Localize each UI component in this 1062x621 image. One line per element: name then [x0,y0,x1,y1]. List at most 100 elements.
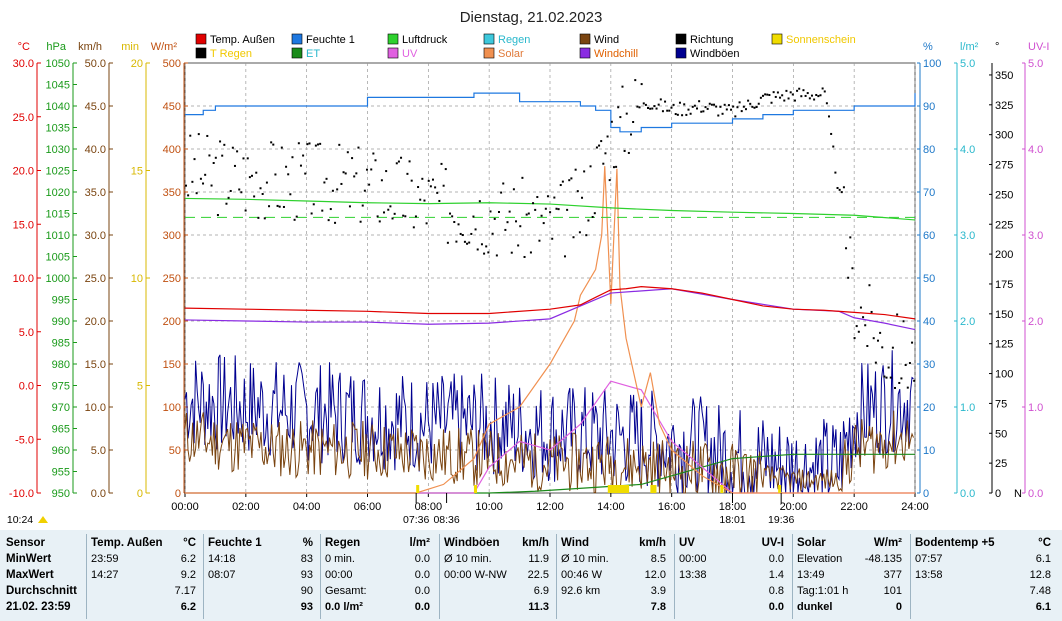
table-cell-label: 14:27 [91,569,119,581]
wind-direction-point [440,162,443,165]
wind-direction-point [600,140,603,143]
axis-tick-label: 0.0 [960,488,975,500]
axis-tick-label: 125 [995,339,1013,351]
wind-direction-point [555,207,558,210]
legend-swatch [771,33,783,45]
wind-direction-point [387,208,390,211]
wind-direction-point [357,146,360,149]
axis-tick-label: 500 [163,58,181,70]
axis-tick-label: 325 [995,100,1013,112]
wind-direction-point [270,141,273,144]
series-windchill [184,288,916,331]
wind-direction-point [683,103,686,106]
axis-tick-label: 20 [923,402,935,414]
wind-direction-point [510,251,513,254]
wind-direction-point [370,168,373,171]
wind-direction-point [331,189,334,192]
wind-direction-point [889,376,892,379]
wind-direction-point [810,94,813,97]
axis-tick-label: 0 [995,488,1001,500]
table-cell-value: 8.5 [650,553,666,565]
table-cell-label: 0.0 l/m² [325,601,363,613]
axis-tick-label: 350 [163,187,181,199]
legend-label: Richtung [690,34,733,46]
wind-direction-point [272,143,275,146]
wind-direction-point [334,221,337,224]
wind-direction-point [902,320,905,323]
wind-direction-point [310,212,313,215]
wind-direction-point [821,87,824,90]
axis-tick-label: 5 [137,381,143,393]
table-cell-value: 6.1 [1035,601,1051,613]
wind-direction-point [561,180,564,183]
wind-direction-point [627,151,630,154]
axis-tick-label: 350 [995,70,1013,82]
legend-swatch [195,33,207,45]
axis-tick-label: 1025 [46,166,70,178]
wind-direction-point [259,187,262,190]
wind-direction-point [210,184,213,187]
sunshine-bar [778,485,782,493]
wind-direction-point [612,166,615,169]
axis-tick-label: -10.0 [9,488,34,500]
wind-direction-point [796,89,799,92]
wind-direction-point [348,205,351,208]
wind-direction-point [312,203,315,206]
table-cell-value: 0.0 [414,585,430,597]
wind-direction-point [453,221,456,224]
wind-direction-point [474,228,477,231]
axis-tick-label: 90 [923,101,935,113]
wind-direction-point [293,218,296,221]
table-cell-value: 90 [300,585,313,597]
wind-direction-point [764,93,767,96]
wind-direction-point [806,92,809,95]
legend-label: UV [402,48,418,60]
legend-swatch [579,33,591,45]
wind-direction-point [747,99,750,102]
wind-direction-point [317,143,320,146]
wind-direction-point [636,105,639,108]
wind-direction-point [287,173,290,176]
wind-direction-point [559,184,562,187]
wind-direction-point [572,236,575,239]
wind-direction-point [757,102,760,105]
table-cell-label: 0 min. [325,553,355,565]
wind-direction-point [410,179,413,182]
table-cell-value: 83 [300,553,313,565]
wind-direction-point [691,105,694,108]
wind-direction-point [515,220,518,223]
wind-direction-point [830,132,833,135]
axis-tick-label: 200 [995,249,1013,261]
wind-direction-point [549,211,552,214]
wind-direction-point [602,162,605,165]
wind-direction-point [261,192,264,195]
wind-direction-point [265,181,268,184]
wind-direction-point [223,143,226,146]
wind-direction-point [621,85,624,88]
wind-direction-point [248,176,251,179]
axis-tick-label: 150 [163,359,181,371]
axis-tick-label: 10 [923,445,935,457]
wind-direction-point [544,207,547,210]
axis-tick-label: 4.0 [960,144,975,156]
legend-label: Windböen [690,48,740,60]
wind-direction-point [459,232,462,235]
wind-direction-point [551,237,554,240]
wind-direction-point [278,205,281,208]
wind-direction-point [402,214,405,217]
axis-tick-label: N [1014,488,1022,500]
axis-unit: °C [18,41,30,53]
axis-tick-label: 300 [995,130,1013,142]
wind-direction-point [485,245,488,248]
wind-direction-point [702,110,705,113]
wind-direction-point [363,189,366,192]
wind-direction-point [542,222,545,225]
wind-direction-point [274,173,277,176]
wind-direction-point [732,105,735,108]
wind-direction-point [225,202,228,205]
wind-direction-point [461,234,464,237]
table-cell-label: Tag:1:01 h [797,585,849,597]
legend-label: Windchill [594,48,638,60]
wind-direction-point [753,106,756,109]
wind-direction-point [472,215,475,218]
